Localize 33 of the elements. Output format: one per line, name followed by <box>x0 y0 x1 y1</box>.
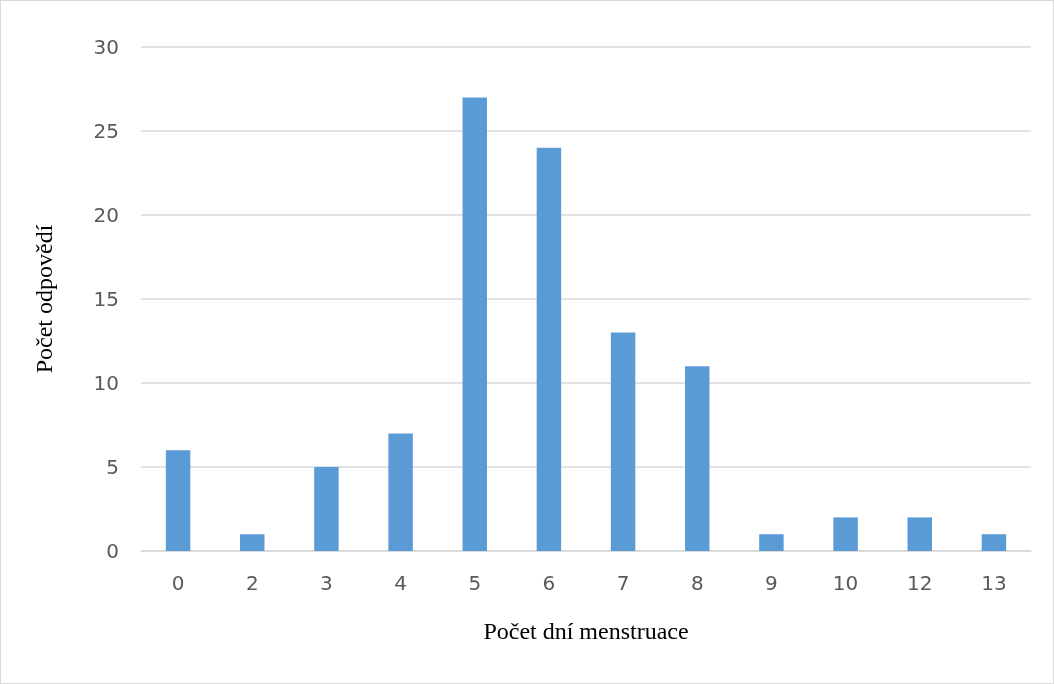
x-tick-label: 10 <box>832 571 859 595</box>
y-tick-label: 0 <box>106 539 119 563</box>
bar <box>759 534 784 551</box>
bar <box>685 366 710 551</box>
x-tick-label: 13 <box>981 571 1007 595</box>
x-tick-label: 2 <box>245 571 259 595</box>
bar <box>833 517 858 551</box>
y-axis-title: Počet odpovědí <box>31 224 57 374</box>
y-tick-label: 20 <box>93 203 119 227</box>
bar <box>314 467 339 551</box>
x-tick-label: 3 <box>320 571 333 595</box>
x-tick-label: 12 <box>907 571 933 595</box>
bar <box>240 534 265 551</box>
bar <box>165 450 191 551</box>
y-tick-label: 10 <box>93 371 119 395</box>
bar <box>536 147 562 551</box>
y-tick-label: 5 <box>106 455 119 479</box>
bar <box>610 332 636 551</box>
x-tick-label: 0 <box>171 571 185 595</box>
x-tick-label: 4 <box>394 571 407 595</box>
y-tick-label: 15 <box>93 287 119 311</box>
bar <box>388 433 413 551</box>
x-tick-label: 5 <box>468 571 482 595</box>
bar <box>981 534 1007 551</box>
bar <box>907 517 932 551</box>
y-tick-label: 30 <box>93 35 119 59</box>
y-tick-label: 25 <box>93 119 119 143</box>
x-tick-label: 6 <box>542 571 556 595</box>
x-tick-label: 9 <box>765 571 778 595</box>
x-axis-title: Počet dní menstruace <box>483 618 689 644</box>
x-tick-label: 7 <box>616 571 630 595</box>
x-tick-label: 8 <box>690 571 704 595</box>
bar <box>462 97 487 551</box>
